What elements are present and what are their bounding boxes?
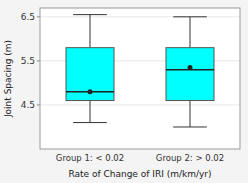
box: [166, 48, 214, 101]
x-axis-label: Rate of Change of IRI (m/km/yr): [68, 169, 211, 179]
whisker-high: [190, 17, 191, 48]
y-tick-label: 5.5: [21, 56, 35, 66]
whisker-low: [190, 101, 191, 127]
box: [66, 48, 114, 101]
y-axis-label: Joint Spacing (m): [3, 40, 13, 118]
x-tick-label: Group 2: > 0.02: [156, 153, 224, 163]
plot-background: [40, 8, 240, 149]
chart-svg: 4.5 5.5 6.5 Group 1: < 0.02 Group 2: > 0.02 R…: [0, 0, 248, 183]
y-tick-label: 6.5: [21, 12, 35, 22]
cap-high: [73, 14, 107, 15]
grid-line: [40, 16, 240, 17]
plot-frame: [40, 8, 240, 149]
chart-container: 4.5 5.5 6.5 Group 1: < 0.02 Group 2: > 0.02 R…: [0, 0, 248, 183]
x-tick-label: Group 1: < 0.02: [56, 153, 124, 163]
boxes-group: [66, 15, 214, 127]
mean-dot: [188, 65, 193, 70]
cap-low: [173, 126, 207, 127]
cap-high: [173, 16, 207, 17]
y-tick-label: 4.5: [21, 100, 35, 110]
cap-low: [73, 122, 107, 123]
grid-line: [40, 104, 240, 105]
whisker-high: [90, 15, 91, 48]
whisker-low: [90, 101, 91, 123]
mean-dot: [88, 89, 93, 94]
